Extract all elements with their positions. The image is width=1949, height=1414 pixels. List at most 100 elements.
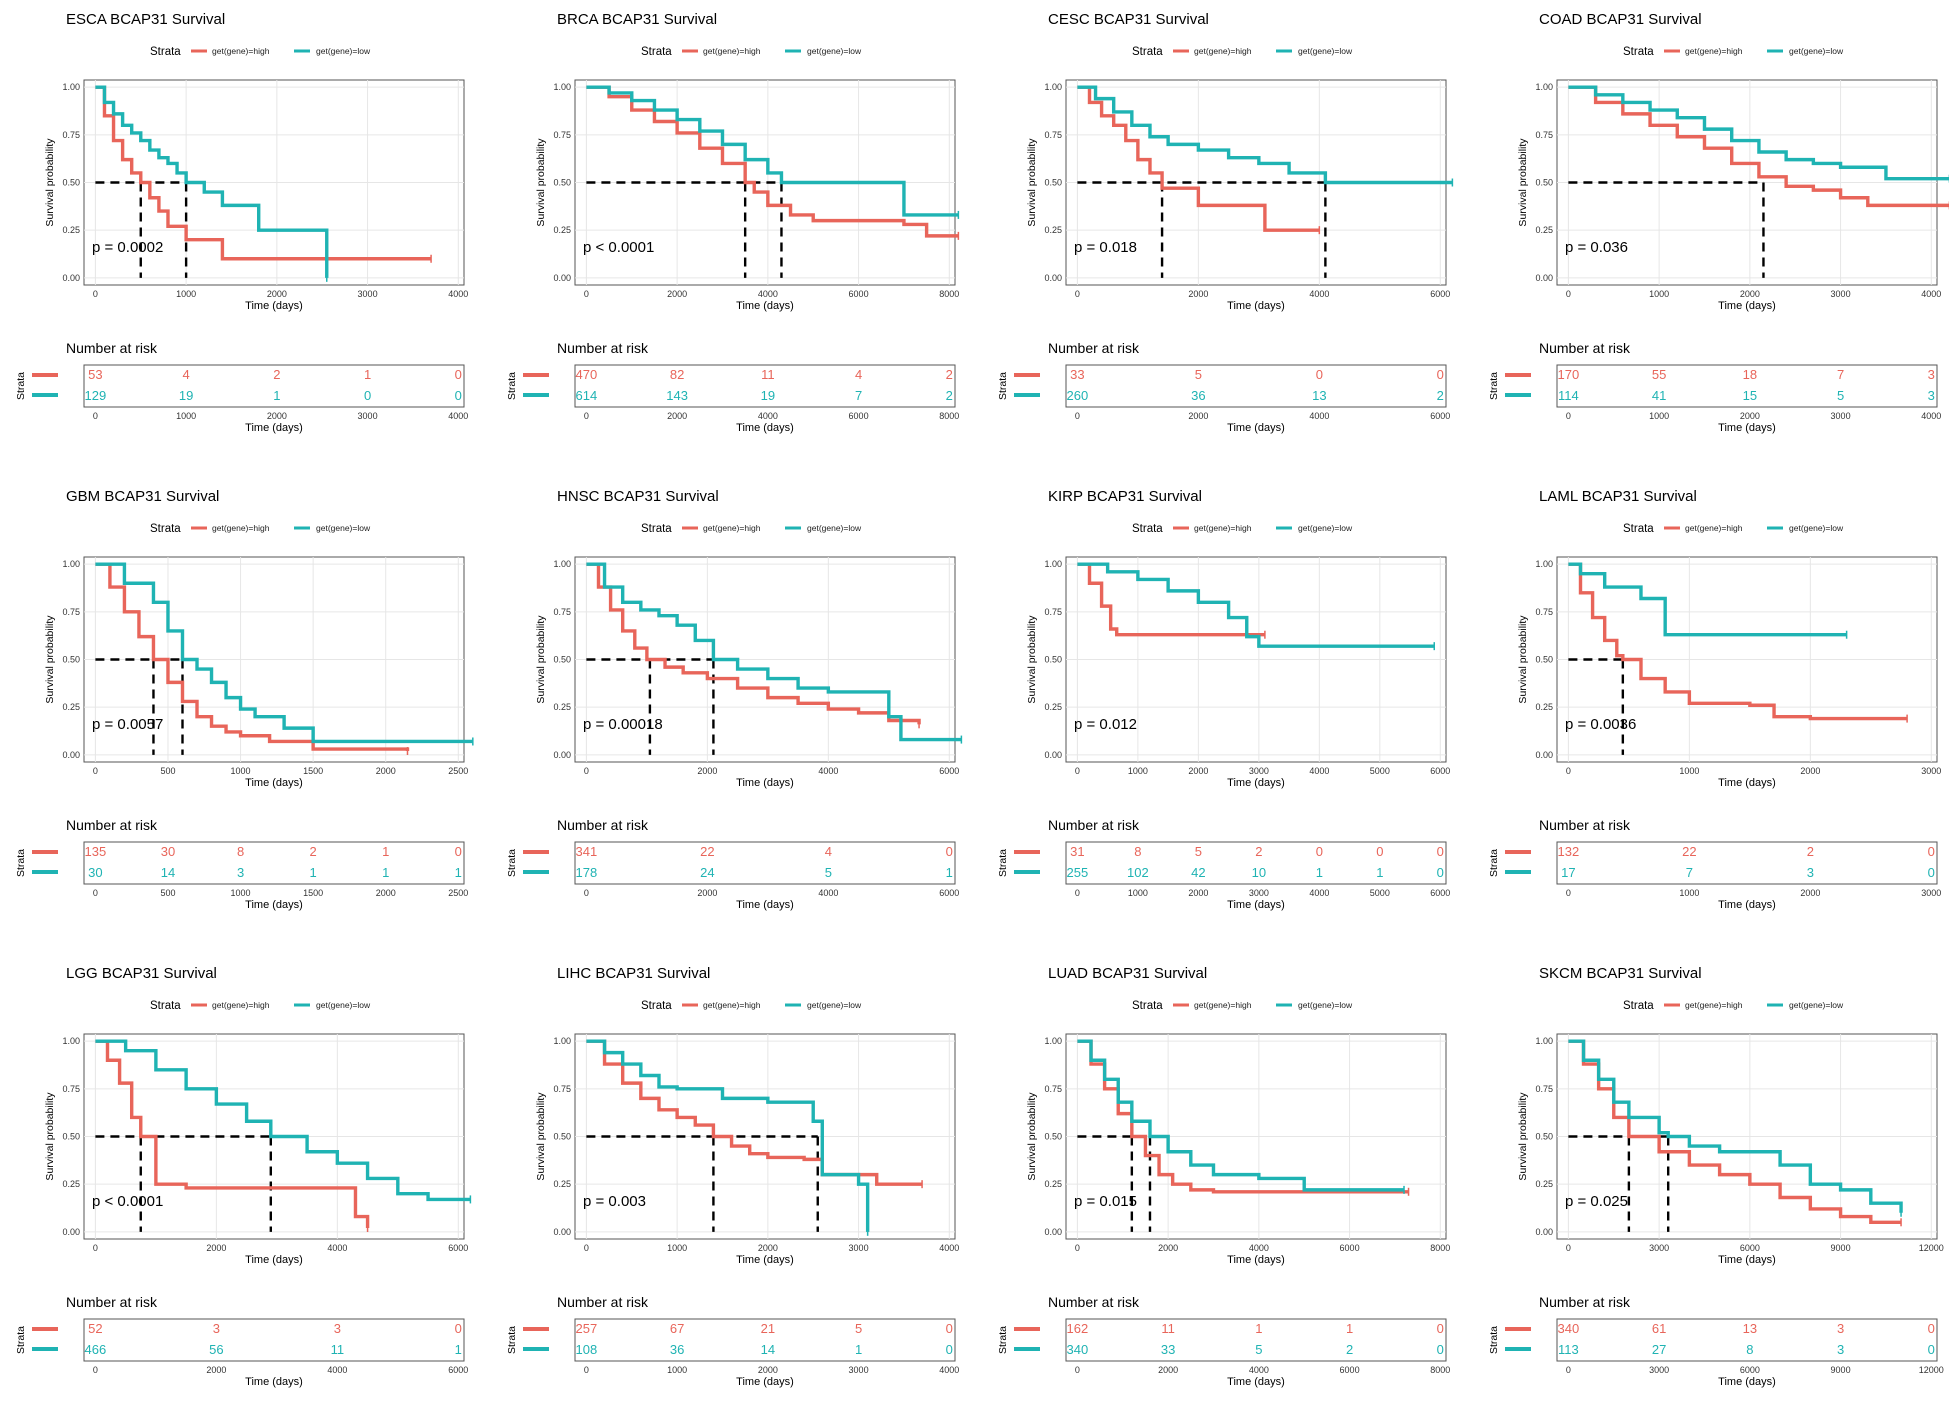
risk-count-low: 42	[1191, 865, 1205, 880]
risk-x-tick-label: 0	[1566, 888, 1571, 898]
risk-count-low: 30	[88, 865, 102, 880]
risk-y-label: Strata	[1488, 1326, 1500, 1354]
y-tick-label: 1.00	[1044, 559, 1062, 569]
km-chart-svg: ESCA BCAP31 Survival Strata get(gene)=high…	[15, 11, 468, 434]
x-axis-label: Time (days)	[1718, 300, 1776, 312]
x-tick-label: 0	[1075, 1243, 1080, 1253]
risk-y-label: Strata	[15, 1326, 27, 1354]
x-tick-label: 2000	[206, 1243, 226, 1253]
risk-count-high: 1	[364, 367, 371, 382]
y-tick-label: 0.00	[553, 273, 571, 283]
x-tick-label: 0	[93, 766, 98, 776]
survival-curve-low	[95, 1039, 471, 1202]
risk-count-low: 1	[946, 865, 953, 880]
y-tick-label: 0.00	[1535, 273, 1553, 283]
survival-curve-low	[1568, 562, 1847, 637]
legend-title: Strata	[150, 523, 181, 535]
chart-title: LAML BCAP31 Survival	[1539, 488, 1697, 505]
y-tick-label: 0.50	[1044, 178, 1062, 188]
x-tick-label: 1000	[176, 289, 196, 299]
risk-x-tick-label: 6000	[448, 1365, 468, 1375]
risk-count-high: 5	[1195, 367, 1202, 382]
risk-count-high: 8	[1134, 844, 1141, 859]
risk-x-tick-label: 2000	[1188, 888, 1208, 898]
chart-title: LIHC BCAP31 Survival	[557, 965, 710, 982]
risk-x-axis-label: Time (days)	[1718, 899, 1776, 911]
y-axis-label: Survival probability	[1026, 138, 1038, 227]
risk-count-high: 0	[1437, 367, 1444, 382]
risk-count-high: 470	[576, 367, 598, 382]
risk-count-high: 3	[213, 1321, 220, 1336]
legend-high-label: get(gene)=high	[1194, 523, 1252, 533]
km-chart-svg: LGG BCAP31 Survival Strata get(gene)=high g…	[15, 965, 472, 1388]
risk-count-high: 82	[670, 367, 684, 382]
risk-x-tick-label: 2500	[448, 888, 468, 898]
legend-high-label: get(gene)=high	[1685, 1000, 1743, 1010]
risk-count-low: 3	[1928, 388, 1935, 403]
risk-count-low: 0	[1437, 865, 1444, 880]
risk-x-tick-label: 4000	[1309, 888, 1329, 898]
risk-x-tick-label: 6000	[1430, 888, 1450, 898]
y-tick-label: 0.75	[62, 607, 80, 617]
x-tick-label: 1000	[231, 766, 251, 776]
p-value-label: p = 0.0057	[92, 716, 163, 733]
risk-x-tick-label: 6000	[849, 411, 869, 421]
risk-count-high: 18	[1743, 367, 1757, 382]
risk-x-tick-label: 1500	[303, 888, 323, 898]
x-tick-label: 2000	[758, 1243, 778, 1253]
y-tick-label: 0.75	[1535, 130, 1553, 140]
risk-count-high: 7	[1837, 367, 1844, 382]
risk-table-title: Number at risk	[1048, 340, 1140, 356]
risk-count-low: 17	[1561, 865, 1575, 880]
y-tick-label: 0.50	[553, 655, 571, 665]
risk-x-tick-label: 0	[1075, 1365, 1080, 1375]
risk-table-title: Number at risk	[1539, 340, 1631, 356]
risk-table-frame	[574, 364, 956, 408]
risk-count-low: 2	[1437, 388, 1444, 403]
x-tick-label: 4000	[1309, 289, 1329, 299]
risk-x-tick-label: 0	[584, 411, 589, 421]
risk-count-high: 0	[455, 367, 462, 382]
x-axis-label: Time (days)	[245, 300, 303, 312]
risk-y-label: Strata	[506, 1326, 518, 1354]
risk-count-high: 135	[85, 844, 107, 859]
risk-x-tick-label: 3000	[1831, 411, 1851, 421]
km-chart-svg: BRCA BCAP31 Survival Strata get(gene)=high…	[506, 11, 959, 434]
chart-title: BRCA BCAP31 Survival	[557, 11, 717, 28]
risk-x-tick-label: 4000	[1309, 411, 1329, 421]
risk-x-tick-label: 1000	[1679, 888, 1699, 898]
km-chart-svg: LIHC BCAP31 Survival Strata get(gene)=high…	[506, 965, 959, 1388]
legend-title: Strata	[150, 46, 181, 58]
risk-x-tick-label: 4000	[1249, 1365, 1269, 1375]
risk-count-high: 22	[700, 844, 714, 859]
risk-count-low: 1	[1316, 865, 1323, 880]
legend-low-label: get(gene)=low	[807, 46, 862, 56]
survival-curve-low	[1077, 85, 1453, 185]
risk-count-low: 14	[761, 1342, 775, 1357]
y-tick-label: 0.25	[553, 1179, 571, 1189]
legend-low-label: get(gene)=low	[1298, 523, 1353, 533]
risk-x-tick-label: 1000	[176, 411, 196, 421]
chart-title: ESCA BCAP31 Survival	[66, 11, 225, 28]
x-tick-label: 4000	[1921, 289, 1941, 299]
risk-count-high: 2	[1255, 844, 1262, 859]
chart-title: KIRP BCAP31 Survival	[1048, 488, 1202, 505]
legend-high-label: get(gene)=high	[212, 46, 270, 56]
p-value-label: p = 0.00018	[583, 716, 663, 733]
legend-low-label: get(gene)=low	[316, 1000, 371, 1010]
y-tick-label: 0.25	[62, 702, 80, 712]
y-tick-label: 0.00	[1535, 750, 1553, 760]
x-tick-label: 4000	[327, 1243, 347, 1253]
risk-count-high: 0	[1928, 1321, 1935, 1336]
risk-count-low: 7	[855, 388, 862, 403]
x-tick-label: 2000	[376, 766, 396, 776]
risk-x-tick-label: 3000	[849, 1365, 869, 1375]
legend-high-label: get(gene)=high	[212, 523, 270, 533]
risk-count-high: 55	[1652, 367, 1666, 382]
y-axis-label: Survival probability	[1517, 615, 1529, 704]
km-panel: KIRP BCAP31 Survival Strata get(gene)=high…	[982, 477, 1452, 917]
survival-curve-high	[1077, 85, 1320, 232]
risk-count-low: 36	[670, 1342, 684, 1357]
risk-x-tick-label: 2000	[267, 411, 287, 421]
y-tick-label: 1.00	[62, 82, 80, 92]
